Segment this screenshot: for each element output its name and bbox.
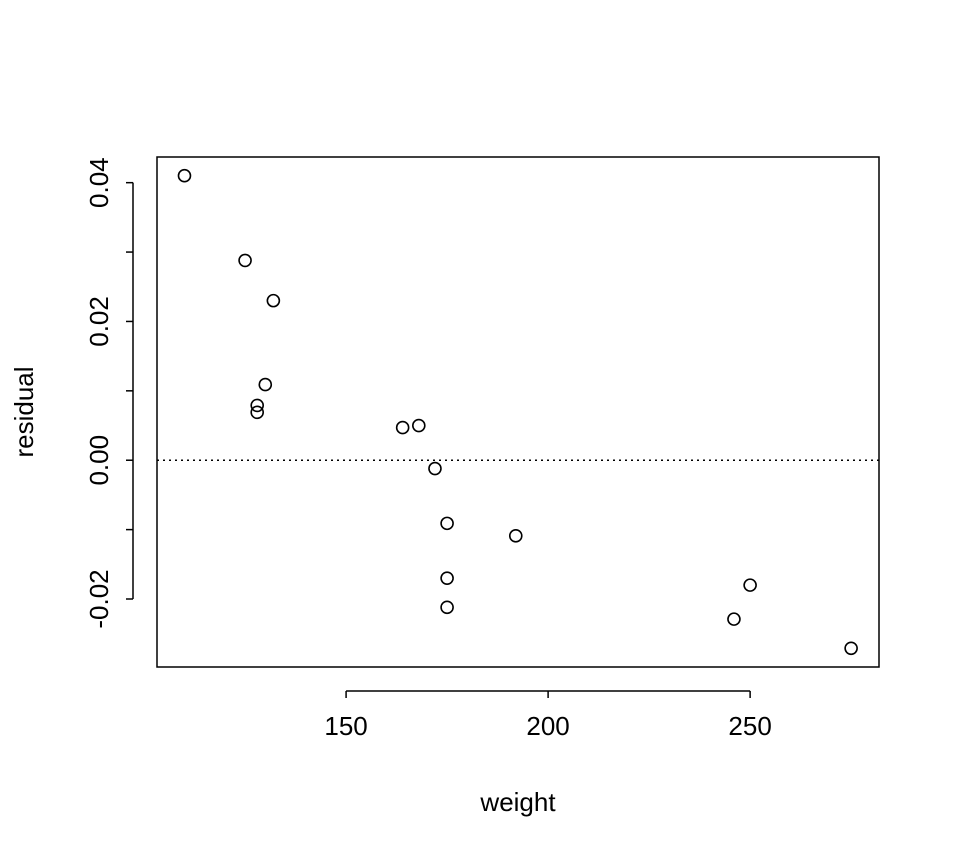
point	[412, 418, 426, 433]
point	[258, 377, 273, 392]
point	[177, 168, 192, 183]
x-tick-label: 150	[324, 711, 367, 741]
y-axis-label: residual	[9, 366, 39, 457]
point	[238, 253, 252, 268]
point	[440, 516, 454, 531]
y-tick-label: 0.00	[84, 435, 114, 486]
point	[428, 461, 442, 476]
point	[844, 641, 858, 656]
x-tick-label: 250	[728, 711, 771, 741]
point	[440, 571, 454, 585]
point	[250, 398, 264, 413]
x-tick-label: 200	[526, 711, 569, 741]
point	[727, 612, 741, 626]
x-axis-label: weight	[479, 787, 556, 817]
point	[266, 293, 281, 308]
y-tick-label: 0.04	[84, 157, 114, 208]
y-tick-label: -0.02	[84, 569, 114, 628]
point	[508, 529, 523, 543]
point	[743, 578, 757, 592]
plot-frame	[156, 156, 880, 668]
y-tick-label: 0.02	[84, 296, 114, 347]
point	[250, 405, 264, 420]
point	[395, 420, 410, 435]
point	[440, 600, 454, 615]
